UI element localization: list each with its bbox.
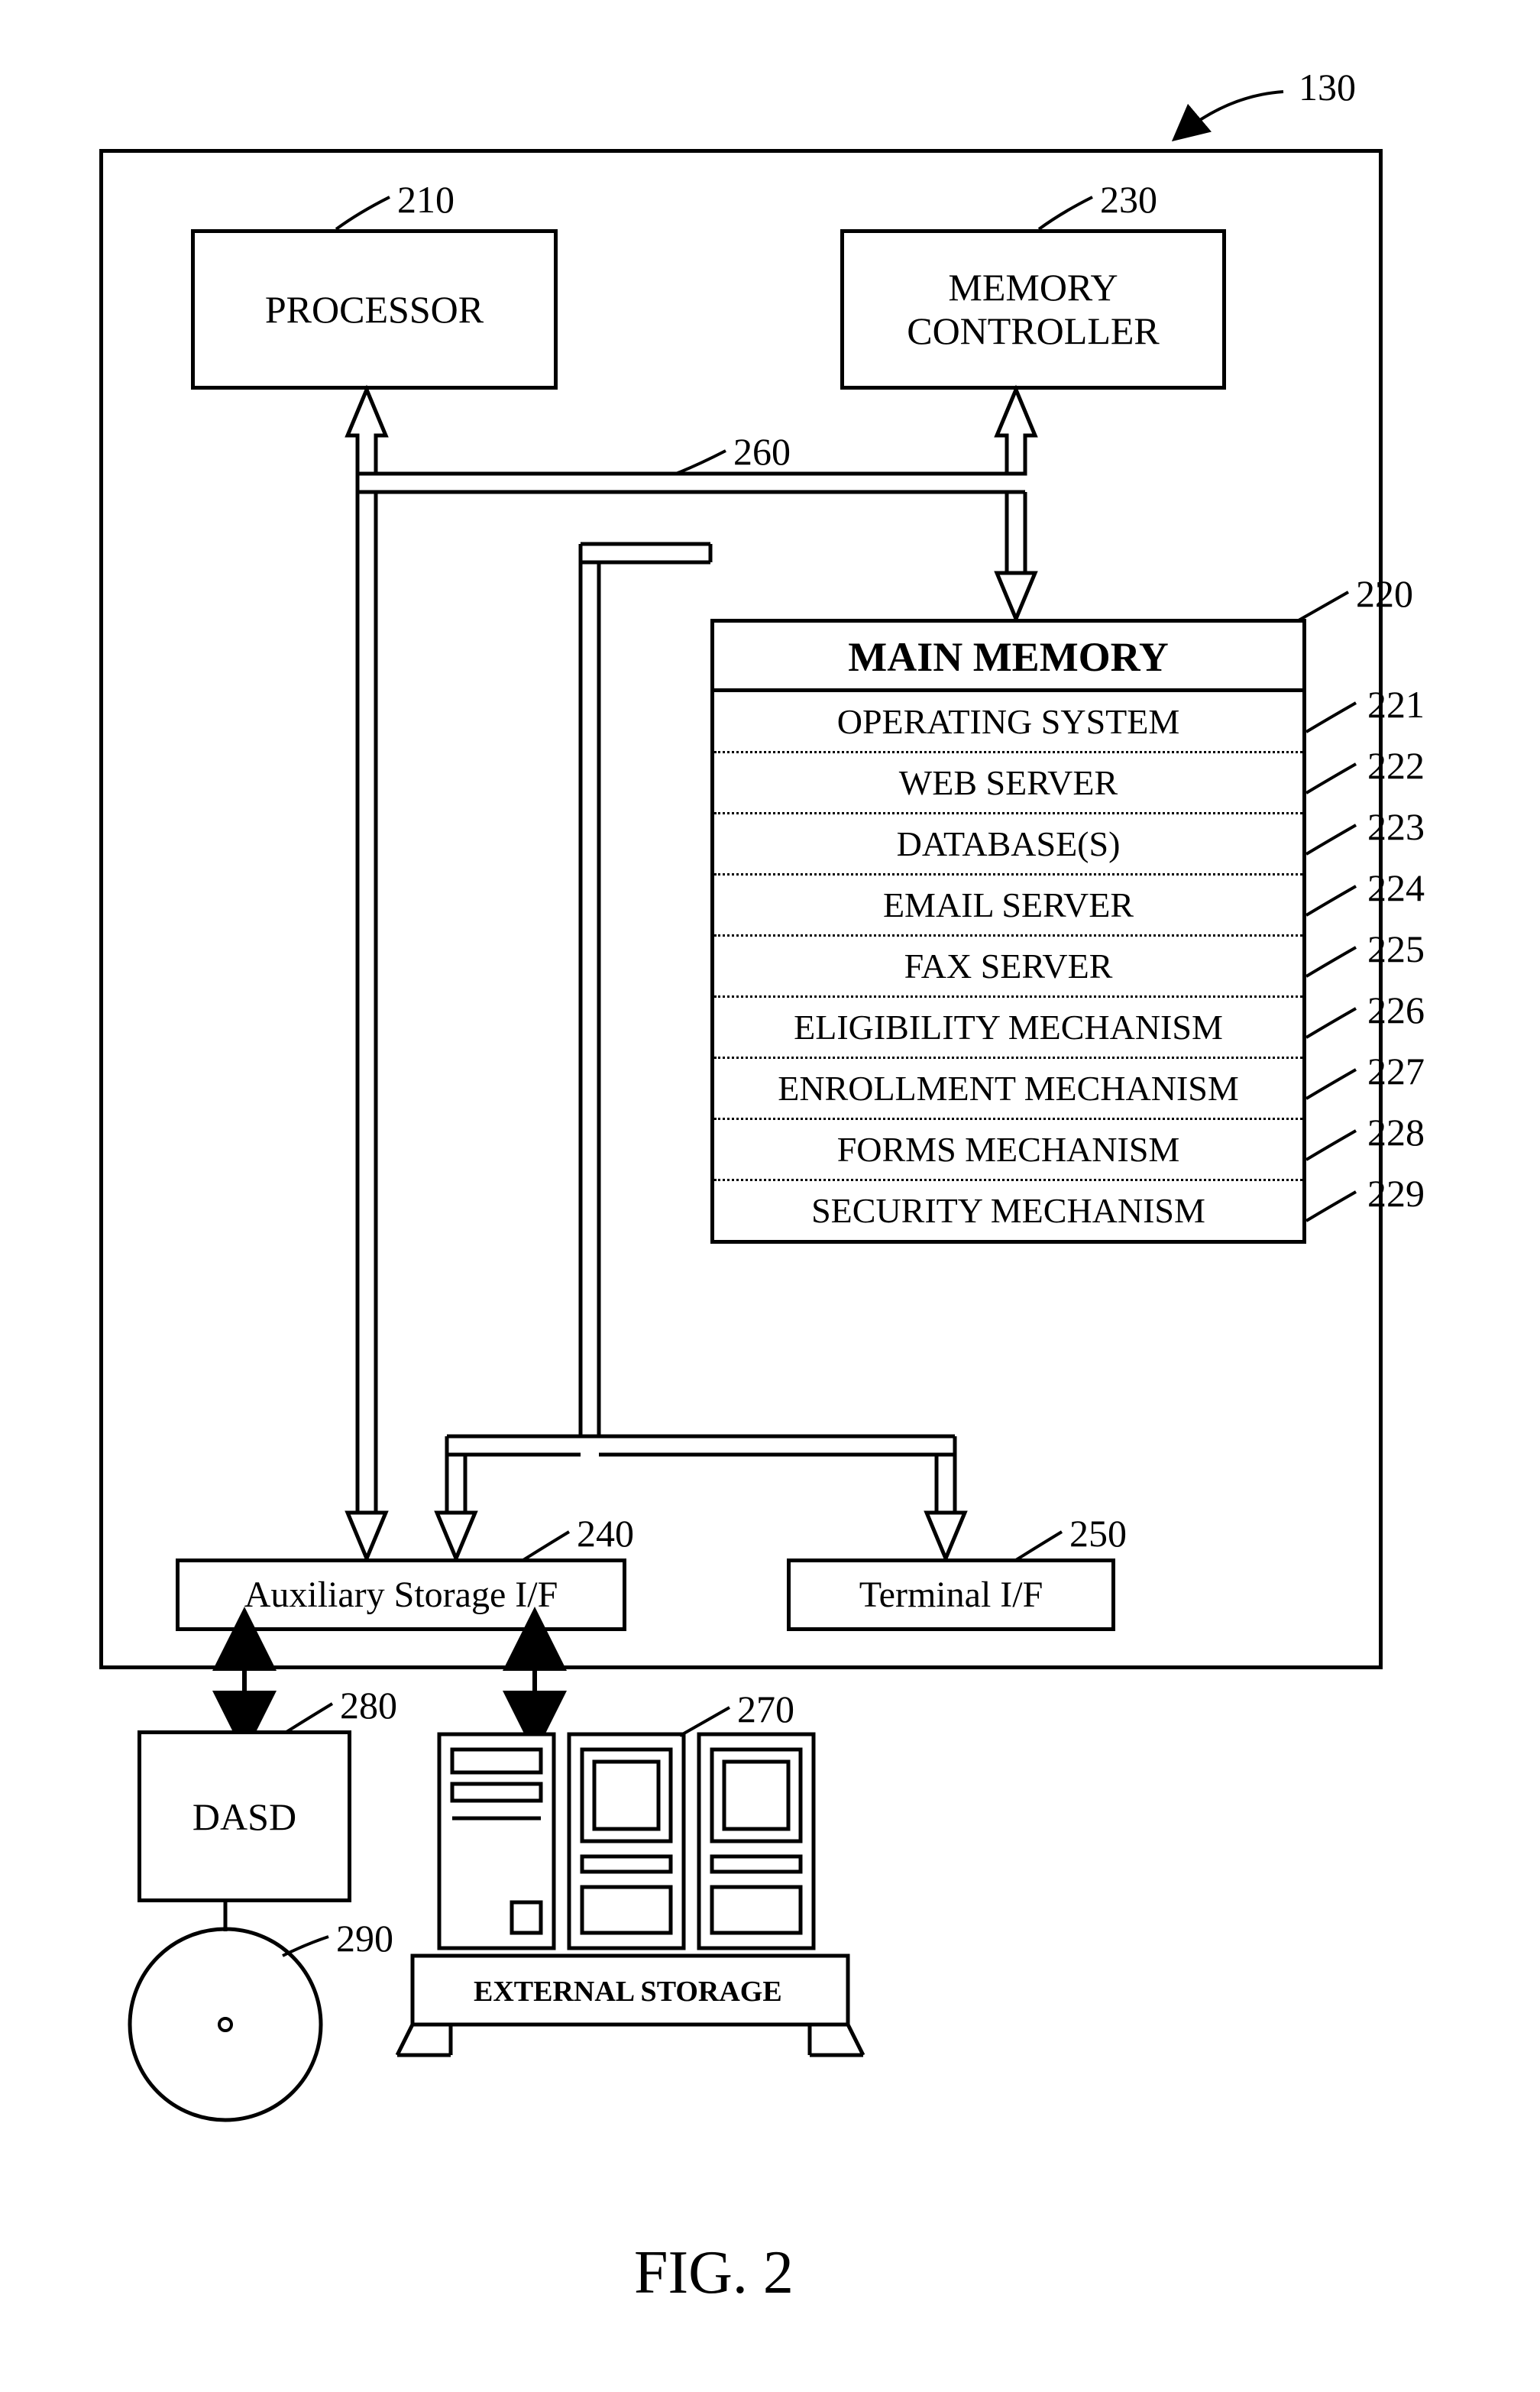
diagram-canvas: 130 PROCESSOR 210 MEMORY CONTROLLER 230 xyxy=(0,0,1540,2392)
ref-disc: 290 xyxy=(336,1916,393,1960)
leader-270 xyxy=(0,0,1540,1772)
ref-extstorage: 270 xyxy=(737,1687,794,1731)
external-storage-label: EXTERNAL STORAGE xyxy=(474,1975,782,2008)
external-storage-icon xyxy=(397,1727,871,2093)
figure-label: FIG. 2 xyxy=(634,2238,794,2308)
